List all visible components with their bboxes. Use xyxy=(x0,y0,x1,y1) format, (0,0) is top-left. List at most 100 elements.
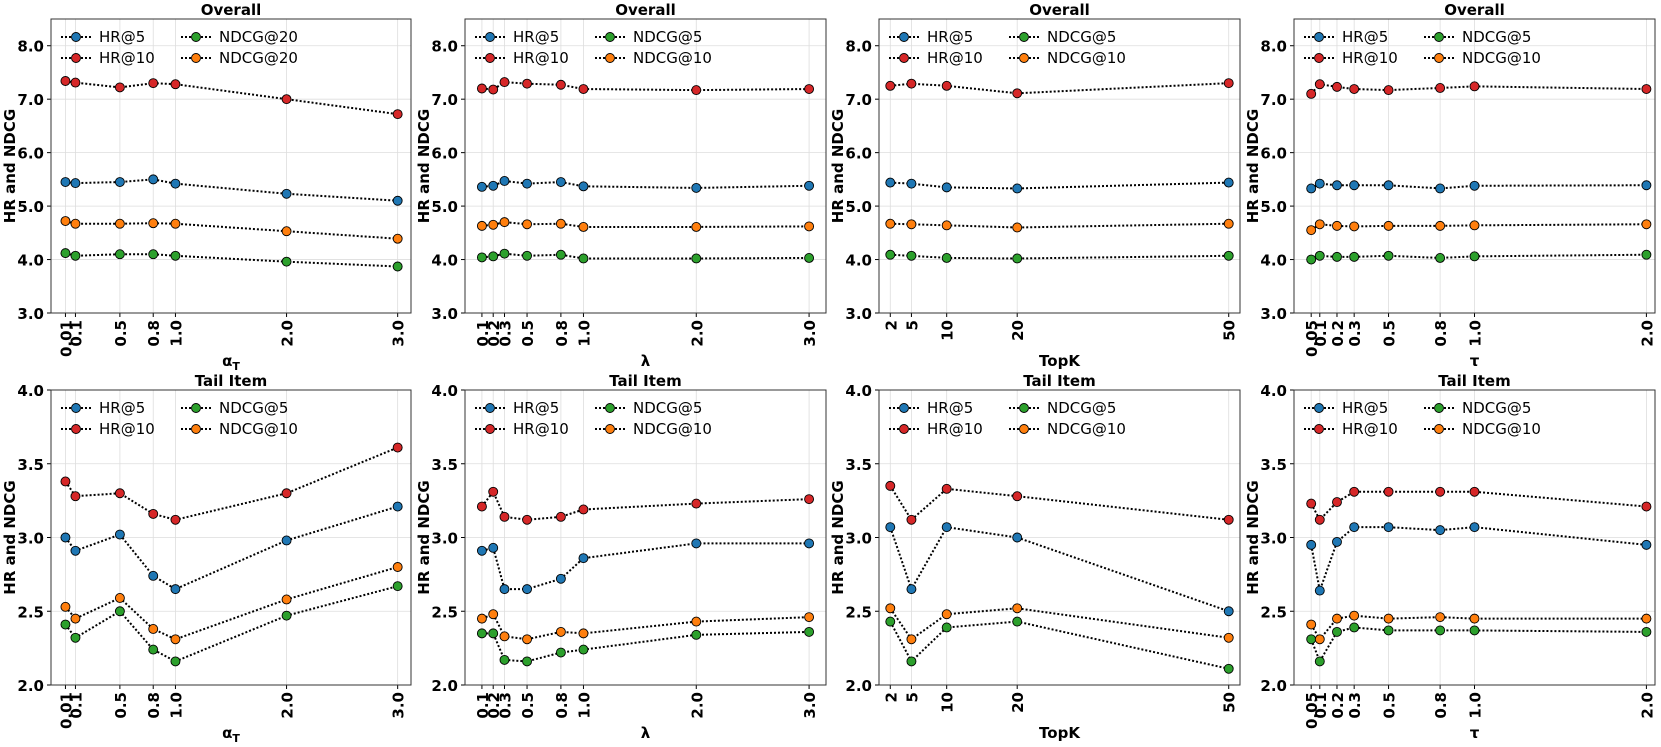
legend-label: HR@10 xyxy=(513,49,569,67)
x-tick-label: 5 xyxy=(903,692,921,702)
y-tick-label: 8.0 xyxy=(17,38,44,56)
legend-item: HR@5 xyxy=(475,28,559,46)
legend-label: HR@5 xyxy=(99,399,145,417)
legend-item: HR@5 xyxy=(1304,28,1388,46)
data-point xyxy=(522,514,532,525)
legend-item: HR@5 xyxy=(1304,399,1388,417)
legend-label: HR@10 xyxy=(513,420,569,438)
data-point xyxy=(1332,180,1342,191)
x-tick-label: 50 xyxy=(1221,320,1239,341)
y-tick-label: 5.0 xyxy=(431,198,458,216)
data-point xyxy=(70,250,81,261)
data-point xyxy=(1469,81,1480,92)
legend-label: HR@5 xyxy=(1342,399,1388,417)
data-point xyxy=(1314,656,1325,667)
x-tick-label: 2.0 xyxy=(1638,320,1656,347)
data-point xyxy=(1383,486,1394,497)
data-point xyxy=(1332,220,1342,231)
legend-marker xyxy=(899,53,909,63)
y-tick-label: 2.0 xyxy=(431,677,458,695)
data-point xyxy=(885,249,896,260)
y-tick-label: 4.0 xyxy=(17,252,44,270)
axes-frame xyxy=(50,389,412,686)
data-point xyxy=(1332,251,1342,262)
data-point xyxy=(70,491,81,502)
data-point xyxy=(476,545,487,556)
x-tick-label: 0.1 xyxy=(1312,692,1330,719)
legend-item: HR@5 xyxy=(61,28,145,46)
legend-item: HR@10 xyxy=(1304,49,1398,67)
y-tick-label: 4.0 xyxy=(845,382,872,400)
data-point xyxy=(1223,78,1234,89)
data-point xyxy=(1641,613,1652,624)
data-point xyxy=(1012,88,1023,99)
y-tick-label: 4.0 xyxy=(845,252,872,270)
x-tick-label: 2.0 xyxy=(279,692,297,719)
axes-frame xyxy=(1293,18,1656,314)
data-point xyxy=(522,178,532,189)
data-point xyxy=(1306,634,1317,645)
data-point xyxy=(578,553,589,564)
data-point xyxy=(1306,539,1317,550)
data-point xyxy=(1641,249,1652,260)
chart-title: Tail Item xyxy=(195,372,267,390)
legend-item: HR@5 xyxy=(61,399,145,417)
data-point xyxy=(691,498,702,509)
x-tick-label: 0.05 xyxy=(1303,320,1321,357)
y-tick-label: 5.0 xyxy=(1260,198,1287,216)
axes-frame xyxy=(878,389,1241,686)
data-point xyxy=(114,82,125,93)
data-point xyxy=(488,251,499,262)
y-tick-label: 3.0 xyxy=(1260,530,1287,548)
axes-frame xyxy=(878,18,1241,314)
data-point xyxy=(170,584,181,595)
y-tick-label: 3.0 xyxy=(431,305,458,323)
x-tick-label: 1.0 xyxy=(575,320,593,347)
legend-marker xyxy=(605,403,615,413)
data-point xyxy=(148,508,159,519)
legend-item: HR@5 xyxy=(889,399,973,417)
legend-item: NDCG@5 xyxy=(181,399,288,417)
data-point xyxy=(70,178,81,189)
series-line-hr-5 xyxy=(1310,526,1647,595)
legend-marker xyxy=(71,53,81,63)
data-point xyxy=(1641,626,1652,637)
data-point xyxy=(941,522,952,533)
data-point xyxy=(70,613,81,624)
y-axis-label: HR and NDCG xyxy=(415,109,433,223)
x-tick-label: 0.8 xyxy=(145,692,163,719)
data-point xyxy=(488,609,499,620)
data-point xyxy=(499,248,510,259)
data-point xyxy=(1332,81,1342,92)
data-point xyxy=(1349,84,1360,94)
data-point xyxy=(60,248,71,259)
data-point xyxy=(578,253,589,264)
data-point xyxy=(1012,491,1023,502)
data-point xyxy=(1349,486,1360,497)
data-point xyxy=(60,601,71,612)
x-tick-label: 0.2 xyxy=(1329,320,1347,347)
data-point xyxy=(148,78,159,89)
data-point xyxy=(281,488,292,499)
legend-marker xyxy=(1434,403,1444,413)
legend-item: NDCG@5 xyxy=(1009,28,1116,46)
data-point xyxy=(804,626,815,637)
data-point xyxy=(281,226,292,237)
series-line-ndcg-5 xyxy=(889,620,1229,670)
data-point xyxy=(1223,606,1234,617)
data-point xyxy=(499,77,510,88)
data-point xyxy=(114,488,125,499)
data-point xyxy=(60,476,71,487)
x-tick-label: 0.1 xyxy=(67,320,85,347)
data-point xyxy=(1314,79,1325,90)
x-axis-label: τ xyxy=(1470,352,1480,370)
y-axis-label: HR and NDCG xyxy=(415,480,433,594)
x-tick-label: 0.8 xyxy=(145,320,163,347)
x-tick-label: 0.5 xyxy=(519,320,537,347)
data-point xyxy=(1383,625,1394,636)
data-point xyxy=(804,84,815,94)
chart-title: Tail Item xyxy=(1023,372,1095,390)
x-tick-label: 0.01 xyxy=(57,320,75,357)
legend-marker xyxy=(1314,53,1324,63)
chart-title: Tail Item xyxy=(609,372,681,390)
